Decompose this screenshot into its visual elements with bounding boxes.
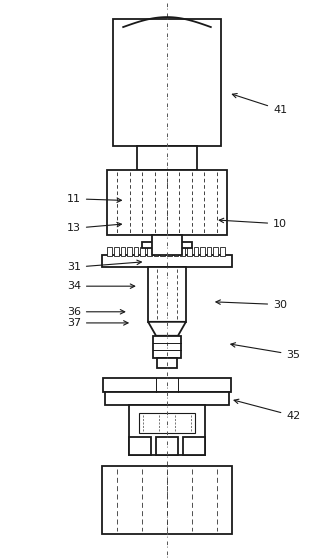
Bar: [160, 247, 165, 256]
Text: 36: 36: [67, 307, 125, 317]
Bar: [129, 437, 151, 455]
Bar: [194, 247, 198, 256]
Text: 13: 13: [67, 222, 122, 233]
Bar: [102, 255, 232, 267]
Bar: [153, 336, 181, 358]
Text: 42: 42: [234, 399, 301, 421]
Polygon shape: [148, 322, 186, 336]
Text: 10: 10: [219, 218, 287, 229]
Bar: [121, 247, 125, 256]
Text: 31: 31: [67, 260, 141, 272]
Bar: [102, 466, 232, 534]
Bar: [187, 247, 192, 256]
Bar: [129, 405, 205, 455]
Bar: [157, 358, 177, 368]
Bar: [180, 247, 185, 256]
Bar: [152, 235, 182, 255]
Bar: [220, 247, 225, 256]
Text: 11: 11: [67, 194, 121, 204]
Bar: [147, 247, 152, 256]
Bar: [140, 247, 145, 256]
Bar: [183, 437, 205, 455]
Bar: [127, 247, 132, 256]
Bar: [142, 242, 192, 248]
Bar: [103, 377, 231, 391]
Bar: [105, 391, 229, 405]
Bar: [148, 267, 186, 322]
Text: 30: 30: [216, 300, 287, 310]
Bar: [107, 170, 227, 235]
Bar: [114, 247, 119, 256]
Bar: [134, 247, 139, 256]
Bar: [200, 247, 205, 256]
Text: 41: 41: [232, 93, 287, 115]
Bar: [174, 247, 178, 256]
Bar: [156, 437, 178, 455]
Text: 35: 35: [231, 343, 300, 359]
Bar: [207, 247, 211, 256]
Bar: [167, 247, 172, 256]
Bar: [137, 145, 197, 170]
Bar: [213, 247, 218, 256]
Text: 34: 34: [67, 281, 135, 291]
Bar: [154, 247, 158, 256]
Bar: [113, 19, 221, 145]
Bar: [139, 414, 195, 433]
Text: 37: 37: [67, 318, 128, 328]
Bar: [107, 247, 112, 256]
